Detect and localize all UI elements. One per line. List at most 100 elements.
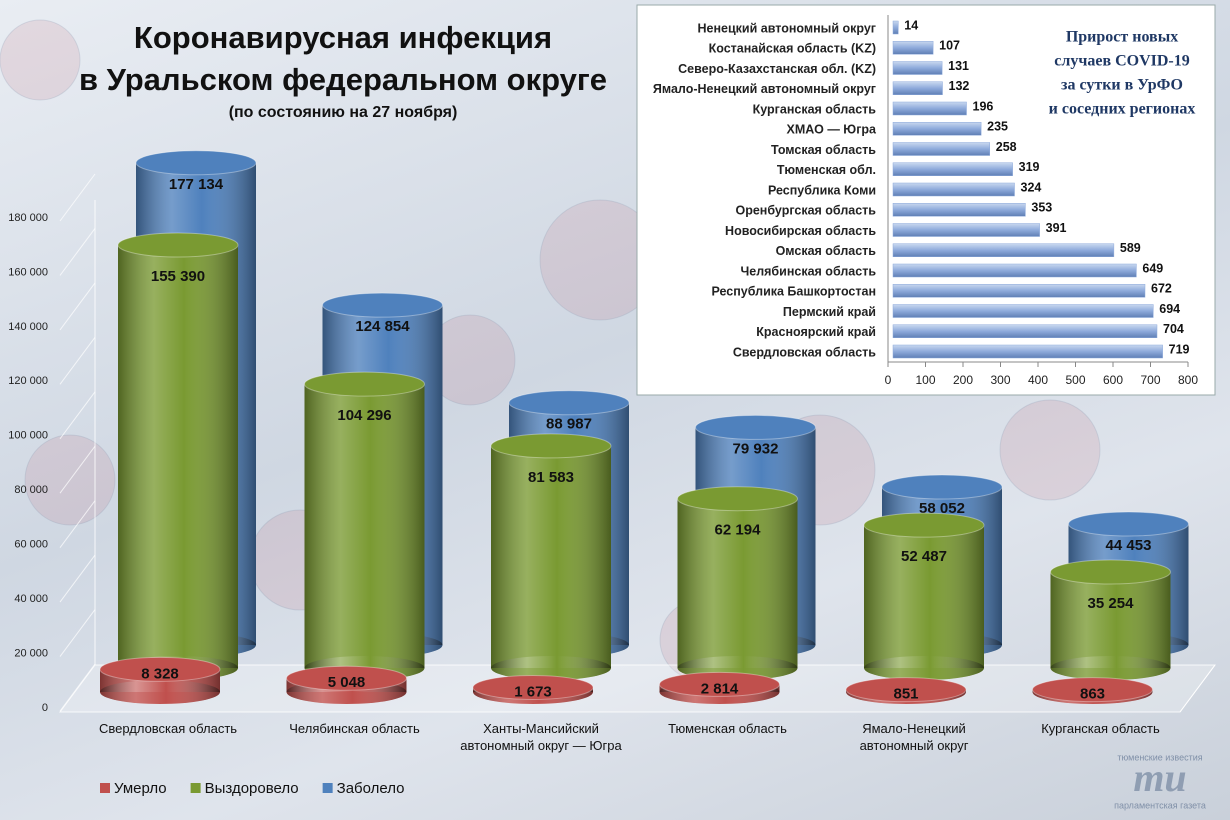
cylinder-top — [472, 674, 594, 700]
y-tick-label: 80 000 — [14, 484, 48, 496]
y-tick-label: Курганская область — [753, 102, 877, 116]
x-tick-label: 800 — [1178, 373, 1198, 387]
y-tick — [59, 445, 96, 494]
cylinder-top — [1068, 511, 1189, 537]
value-label: 353 — [1031, 201, 1052, 215]
bar — [892, 304, 1154, 318]
value-label: 104 296 — [337, 407, 391, 424]
y-tick-label: Ямало-Ненецкий автономный округ — [653, 82, 876, 96]
y-tick — [59, 228, 96, 276]
y-tick-label: 20 000 — [14, 647, 48, 659]
y-tick-label: Красноярский край — [756, 325, 876, 339]
x-tick-label: 200 — [953, 373, 973, 387]
y-tick — [59, 609, 96, 657]
legend-swatch — [100, 783, 110, 793]
y-tick-label: Оренбургская область — [735, 204, 876, 218]
cylinder-top — [490, 433, 612, 459]
y-tick-label: 120 000 — [8, 375, 48, 387]
cylinder-shade — [864, 656, 984, 680]
y-tick-label: Костанайская область (KZ) — [709, 42, 876, 56]
legend-label: Выздоровело — [205, 780, 299, 797]
cylinder-top — [304, 371, 425, 397]
cylinder-shade — [1050, 656, 1171, 680]
legend-swatch — [322, 783, 333, 793]
cylinder-shade — [304, 384, 425, 668]
cylinder-top — [1032, 677, 1153, 703]
value-label: 62 194 — [715, 522, 762, 539]
bar — [892, 142, 990, 156]
y-tick-label: Ненецкий автономный округ — [698, 21, 877, 35]
legend-label: Умерло — [114, 780, 167, 797]
value-label: 124 854 — [355, 318, 410, 335]
bar — [892, 162, 1013, 176]
x-tick-label: 0 — [885, 373, 892, 387]
y-tick-label: Республика Коми — [768, 183, 876, 197]
value-label: 319 — [1019, 160, 1040, 174]
cylinder-top — [695, 414, 816, 440]
value-label: 196 — [973, 99, 994, 113]
value-label: 8 328 — [141, 665, 179, 682]
value-label: 1 673 — [514, 683, 552, 700]
value-label: 694 — [1159, 302, 1180, 316]
x-tick-label: Ханты-Мансийский автономный округ — Югра — [460, 721, 622, 753]
y-tick-label: Республика Башкортостан — [711, 285, 876, 299]
x-tick-label: 500 — [1065, 373, 1085, 387]
bar — [892, 344, 1163, 359]
chart-subtitle: (по состоянию на 27 ноября) — [229, 104, 458, 121]
x-tick-label: Ямало-Ненецкий автономный округ — [859, 721, 969, 753]
cylinder-top — [677, 486, 798, 512]
logo-mark: ти — [1133, 755, 1186, 800]
x-tick-label: 400 — [1028, 373, 1048, 387]
y-tick — [59, 663, 96, 712]
y-tick-label: Томская область — [771, 143, 876, 157]
bar — [892, 182, 1015, 197]
value-label: 81 583 — [528, 469, 574, 486]
y-tick-label: Свердловская область — [733, 345, 876, 359]
value-label: 719 — [1169, 342, 1190, 356]
y-tick — [59, 337, 96, 385]
cylinder-top — [881, 474, 1003, 500]
bar — [892, 20, 899, 35]
y-tick — [59, 391, 96, 440]
chart-title: за сутки в УрФО — [1061, 77, 1183, 94]
cylinder-top — [845, 677, 967, 703]
bar — [892, 324, 1158, 338]
value-label: 44 453 — [1106, 537, 1152, 554]
chart-title: и соседних регионах — [1049, 101, 1196, 118]
legend-swatch — [190, 783, 201, 793]
value-label: 235 — [987, 120, 1008, 134]
bar — [892, 61, 943, 75]
bar — [892, 284, 1146, 298]
bar — [892, 122, 982, 136]
bar — [892, 203, 1026, 217]
y-tick-label: 40 000 — [14, 593, 48, 605]
cylinder-shade — [491, 656, 611, 680]
x-tick-label: Курганская область — [1041, 721, 1160, 736]
bar — [892, 243, 1115, 257]
y-tick-label: Новосибирская область — [725, 224, 876, 238]
y-tick — [59, 500, 96, 548]
y-tick — [59, 173, 96, 222]
y-tick-label: Челябинская область — [740, 264, 876, 278]
value-label: 88 987 — [546, 416, 592, 433]
value-label: 258 — [996, 140, 1017, 154]
logo-bottom: парламентская газета — [1114, 800, 1206, 810]
y-tick — [59, 554, 96, 603]
y-tick-label: 0 — [42, 702, 48, 714]
cylinder-top — [863, 512, 985, 538]
value-label: 79 932 — [733, 440, 779, 457]
cylinder-top — [1050, 559, 1171, 585]
cylinder-top — [508, 390, 630, 416]
logo-top: тюменские известия — [1117, 752, 1202, 762]
y-tick — [59, 282, 96, 331]
cylinder-top — [659, 671, 780, 697]
legend-label: Заболело — [337, 780, 405, 797]
bar — [892, 223, 1040, 237]
value-label: 704 — [1163, 322, 1184, 336]
y-tick-label: Омская область — [776, 244, 877, 258]
value-label: 155 390 — [151, 268, 205, 285]
x-tick-label: 300 — [990, 373, 1010, 387]
cylinder-shade — [491, 445, 611, 668]
